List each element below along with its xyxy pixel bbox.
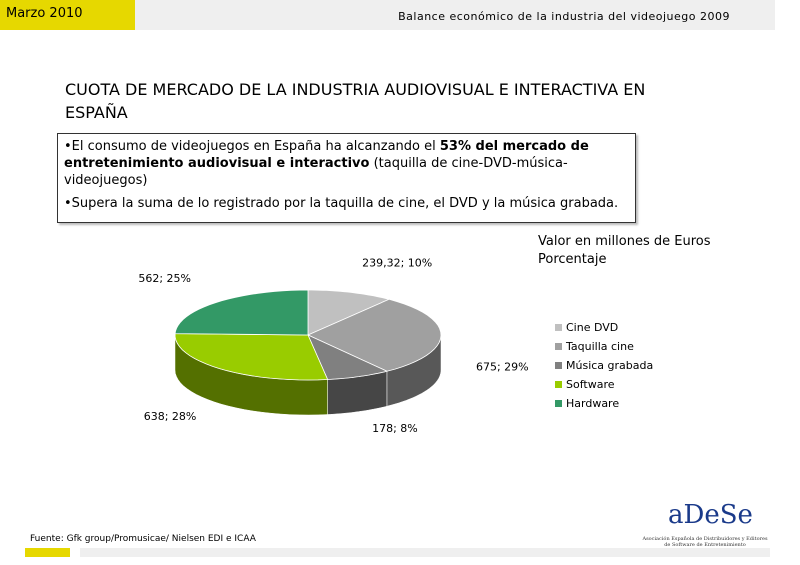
bullet-box: •El consumo de videojuegos en España ha … (57, 133, 636, 223)
logo: aDeSe (668, 500, 753, 530)
logo-line: Asociación Española de Distribuidores y … (642, 536, 768, 542)
heading: CUOTA DE MERCADO DE LA INDUSTRIA AUDIOVI… (65, 80, 646, 99)
legend-label: Hardware (566, 397, 619, 410)
legend-label: Taquilla cine (565, 340, 634, 353)
chart-subtitle: Porcentaje (538, 252, 607, 267)
bullet: •El consumo de videojuegos en España ha … (64, 138, 629, 189)
heading: ESPAÑA (65, 103, 128, 122)
legend-swatch (555, 362, 562, 369)
bullet: •Supera la suma de lo registrado por la … (64, 195, 629, 212)
header-date: Marzo 2010 (6, 6, 83, 21)
source: Fuente: Gfk group/Promusicae/ Nielsen ED… (30, 534, 256, 544)
data-label: 178; 8% (372, 422, 418, 435)
data-label: 239,32; 10% (362, 257, 432, 270)
legend-label: Software (566, 378, 615, 391)
bold-text: 53% del mercado de entretenimiento audio… (64, 139, 589, 171)
chart-subtitle: Valor en millones de Euros (538, 234, 711, 249)
legend-swatch (555, 400, 562, 407)
text: •Supera la suma de lo registrado por la … (64, 196, 619, 211)
legend-swatch (555, 324, 562, 331)
legend-swatch (555, 381, 562, 388)
data-label: 675; 29% (476, 361, 529, 374)
text: (taquilla de cine-DVD-música-videojuegos… (64, 156, 568, 188)
data-label: 562; 25% (138, 272, 191, 285)
legend-label: Cine DVD (566, 321, 618, 334)
data-label: 638; 28% (144, 410, 197, 423)
pie-slice (307, 298, 442, 372)
pie-slice (174, 333, 329, 381)
pie-slice (174, 289, 309, 336)
header-title: Balance económico de la industria del vi… (398, 10, 730, 23)
footer-accent (25, 548, 70, 557)
pie-slice (307, 289, 391, 336)
logo-subtitle: Asociación Española de Distribuidores y … (640, 536, 770, 548)
header-bar (135, 0, 775, 30)
logo-line: de Software de Entretenimiento (664, 542, 746, 548)
legend-label: Música grabada (566, 359, 653, 372)
text: •El consumo de videojuegos en España ha … (64, 139, 440, 154)
legend-swatch (555, 343, 562, 350)
footer-bar (80, 548, 770, 557)
date-bar (0, 0, 135, 30)
pie-slice (307, 334, 389, 380)
